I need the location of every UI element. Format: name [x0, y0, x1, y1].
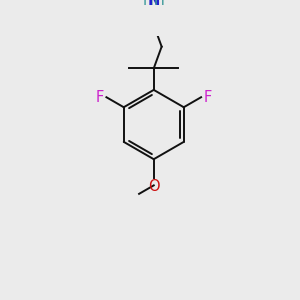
Text: F: F	[96, 90, 104, 105]
Text: O: O	[148, 179, 160, 194]
Text: N: N	[148, 0, 160, 8]
Text: H: H	[143, 0, 154, 8]
Text: F: F	[203, 90, 212, 105]
Text: H: H	[154, 0, 165, 8]
